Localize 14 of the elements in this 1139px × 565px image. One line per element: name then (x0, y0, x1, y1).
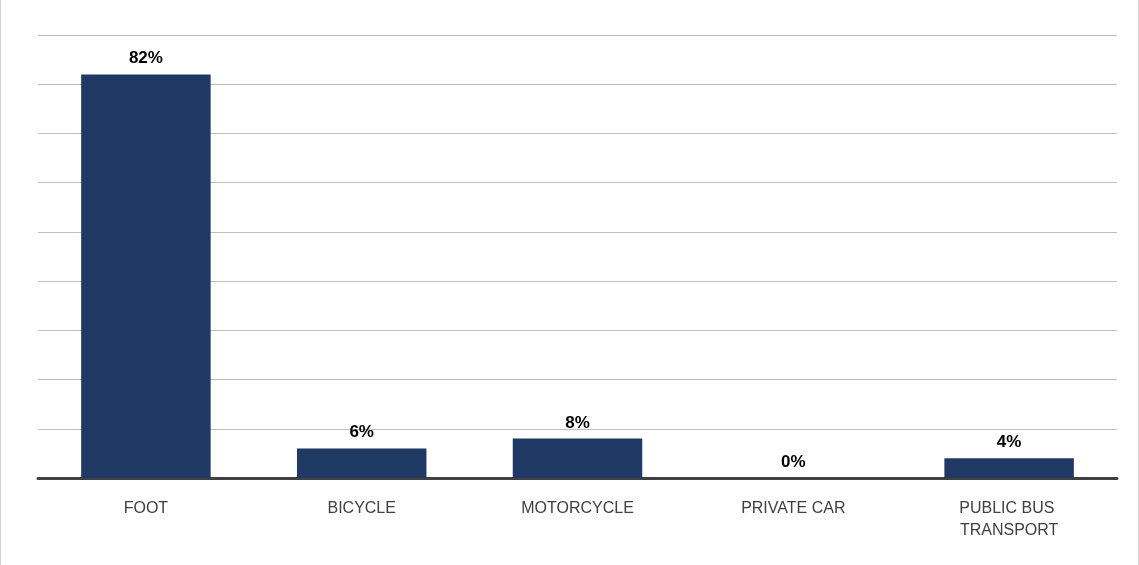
data-label: 8% (565, 412, 590, 432)
bar (81, 74, 211, 478)
x-tick-label: PUBLIC BUS TRANSPORT (959, 498, 1059, 538)
data-label: 4% (996, 432, 1022, 452)
x-tick-label: MOTORCYCLE (521, 498, 634, 516)
x-tick-label: FOOT (123, 498, 169, 516)
bar (944, 458, 1074, 478)
x-tick-label: BICYCLE (327, 498, 396, 516)
data-label: 82% (128, 48, 163, 68)
bar (296, 448, 427, 478)
data-label: 6% (349, 422, 374, 442)
bar (512, 438, 643, 478)
data-label: 0% (781, 452, 806, 471)
x-tick-label: PRIVATE CAR (741, 498, 846, 516)
